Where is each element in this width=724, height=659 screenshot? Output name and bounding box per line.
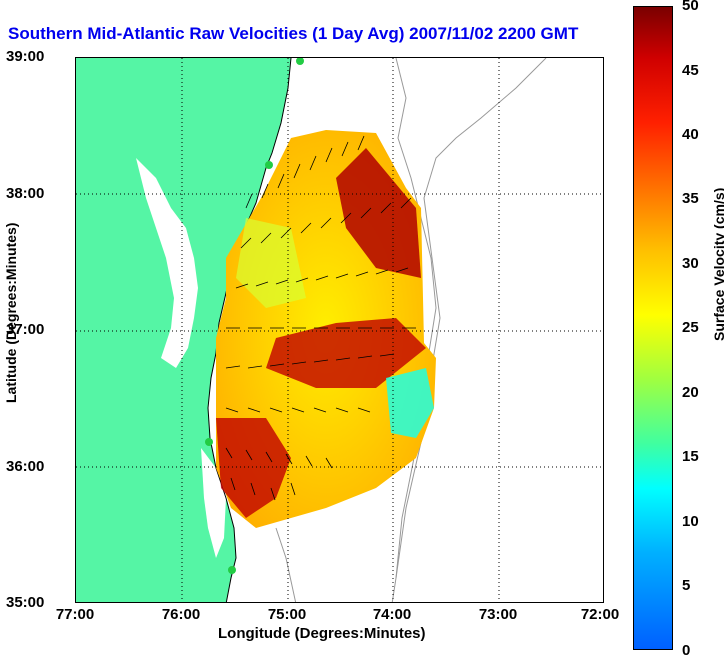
colorbar-tick: 50 [682,0,699,14]
colorbar [633,6,673,650]
colorbar-tick: 40 [682,126,699,143]
colorbar-tick: 20 [682,384,699,401]
colorbar-title: Surface Velocity (cm/s) [711,187,724,341]
x-axis-title: Longitude (Degrees:Minutes) [218,625,426,642]
x-tick-label: 75:00 [267,606,307,623]
velocity-arrows [225,135,416,501]
x-tick-label: 73:00 [478,606,518,623]
y-axis-title: Latitude (Degrees:Minutes) [3,222,19,403]
map-canvas [76,58,603,602]
x-tick-label: 74:00 [372,606,412,623]
station-marker [228,566,236,574]
x-tick-label: 72:00 [580,606,620,623]
bathymetry-contour [395,58,547,579]
colorbar-tick: 30 [682,255,699,272]
map-plot-area[interactable] [75,57,604,603]
velocity-high-zone [266,318,426,388]
station-marker [296,58,304,65]
station-marker [205,438,213,446]
y-tick-label: 35:00 [6,594,45,611]
colorbar-tick: 0 [682,642,691,659]
y-tick-label: 39:00 [6,48,45,65]
y-tick-label: 36:00 [6,458,45,475]
colorbar-tick: 45 [682,62,699,79]
bathymetry-contour [391,58,437,602]
y-tick-label: 37:00 [6,321,45,338]
x-tick-label: 77:00 [55,606,95,623]
bathymetry-contour [275,527,297,602]
station-marker [265,161,273,169]
grid-lines [76,58,603,602]
velocity-low-zone [386,368,434,438]
colorbar-tick: 25 [682,319,699,336]
velocity-mid-zone [236,218,306,308]
chesapeake-bay [136,158,198,368]
colorbar-tick: 10 [682,513,699,530]
y-tick-label: 38:00 [6,185,45,202]
map-title: Southern Mid-Atlantic Raw Velocities (1 … [8,24,579,43]
sound-water [201,448,226,558]
x-tick-label: 76:00 [161,606,201,623]
velocity-high-zone [336,148,421,278]
colorbar-tick: 5 [682,577,691,594]
colorbar-tick: 15 [682,448,699,465]
colorbar-tick: 35 [682,190,699,207]
